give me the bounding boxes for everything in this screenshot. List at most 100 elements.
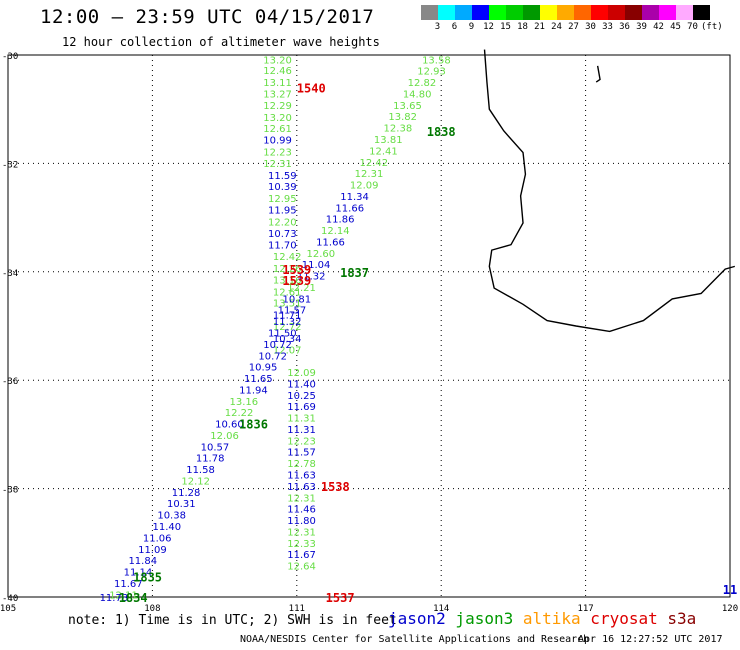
legend-label: 9: [468, 22, 475, 32]
satellite-s3a: s3a: [657, 609, 697, 628]
swh-value: 13.16: [273, 275, 302, 286]
lat-tick-label: -36: [2, 377, 18, 387]
lon-tick-label: 120: [722, 604, 738, 614]
swh-value: 11.86: [326, 215, 355, 226]
swh-value: 11.80: [287, 516, 316, 527]
legend-swatch: [523, 5, 540, 20]
swh-value: 11.46: [287, 505, 316, 516]
legend-swatch: [659, 5, 676, 20]
swh-value: 10.31: [167, 499, 196, 510]
lon-tick-label: 105: [0, 604, 16, 614]
pass-time-label: 1836: [239, 418, 268, 432]
swh-value: 11.67: [114, 579, 143, 590]
swh-value: 11.65: [244, 374, 273, 385]
legend-label: 30: [585, 22, 596, 32]
swh-value: 12.23: [287, 436, 316, 447]
pass-time-label: 1537: [326, 591, 355, 605]
swh-value: 12.31: [263, 159, 292, 170]
legend-swatch: [693, 5, 710, 20]
swh-value: 12.61: [263, 124, 292, 135]
footer-note: note: 1) Time is in UTC; 2) SWH is in fe…: [68, 613, 397, 628]
swh-value: 10.25: [287, 391, 316, 402]
swh-value: 11.31: [287, 425, 316, 436]
swh-value: 11.78: [196, 454, 225, 465]
legend-label: 24: [551, 22, 562, 32]
page-subtitle: 12 hour collection of altimeter wave hei…: [62, 35, 380, 49]
swh-value: 10.95: [249, 363, 278, 374]
pass-time-label: 1539: [282, 274, 311, 288]
swh-value: 13.82: [388, 112, 417, 123]
swh-value: 11.40: [287, 379, 316, 390]
swh-value: 12.64: [287, 562, 316, 573]
pass-time-label: 1539: [282, 263, 311, 277]
swh-value: 10.60: [215, 420, 244, 431]
swh-value: 12.42: [273, 252, 302, 263]
swh-value: 11.50: [268, 329, 297, 340]
legend-swatch: [557, 5, 574, 20]
swh-value: 12.41: [369, 146, 398, 157]
legend-label: 36: [619, 22, 630, 32]
generation-timestamp: Apr 16 12:27:52 UTC 2017: [578, 634, 723, 645]
pass-time-label: 1835: [133, 570, 162, 584]
lat-tick-label: -34: [2, 269, 18, 279]
swh-value: 12.09: [287, 368, 316, 379]
legend-label: 39: [636, 22, 647, 32]
legend-unit: (ft): [701, 22, 723, 32]
swh-value: 10.38: [157, 511, 186, 522]
swh-value: 12.31: [355, 169, 384, 180]
swh-value: 11.09: [138, 545, 167, 556]
swh-value: 11.66: [316, 237, 345, 248]
swh-value: 11.84: [128, 556, 157, 567]
swh-value: 11.14: [124, 568, 153, 579]
pass-time-label: 1540: [297, 82, 326, 96]
swh-value: 12.11: [109, 590, 138, 601]
satellite-cryosat: cryosat: [580, 609, 658, 628]
swh-value: 11.73: [100, 593, 129, 604]
swh-value: 12.95: [268, 194, 297, 205]
legend-label: 42: [653, 22, 664, 32]
lon-tick-label: 114: [433, 604, 449, 614]
swh-value: 12.31: [287, 527, 316, 538]
pass-time-label: 1834: [119, 591, 148, 605]
legend-label: 70: [687, 22, 698, 32]
swh-value: 11.58: [186, 465, 215, 476]
swh-value: 12.78: [287, 459, 316, 470]
swh-value: 10.34: [273, 334, 302, 345]
swh-value: 14.80: [403, 89, 432, 100]
swh-value: 10.39: [268, 182, 297, 193]
swh-value: 12.60: [307, 249, 336, 260]
swh-value: 10.72: [263, 340, 292, 351]
inland-lake: [595, 65, 601, 83]
pass-time-label: 1838: [427, 125, 456, 139]
legend-label: 27: [568, 22, 579, 32]
map-frame: [7, 54, 731, 598]
swh-value: 12.82: [408, 78, 437, 89]
swh-value: 11.40: [153, 522, 182, 533]
swh-value: 11.67: [287, 550, 316, 561]
swh-value: 11.34: [340, 192, 369, 203]
swh-value: 13.51: [273, 299, 302, 310]
swh-value: 12.12: [181, 476, 210, 487]
legend-label: 33: [602, 22, 613, 32]
swh-value: 11.63: [287, 471, 316, 482]
pass-time-label: 1538: [321, 480, 350, 494]
swh-value: 10.99: [263, 136, 292, 147]
swh-value: 12.07: [273, 345, 302, 356]
legend-swatch: [489, 5, 506, 20]
legend-swatch: [574, 5, 591, 20]
legend-label: 3: [434, 22, 441, 32]
page-title: 12:00 – 23:59 UTC 04/15/2017: [40, 6, 375, 28]
lon-tick-label: 117: [577, 604, 593, 614]
legend-swatch: [625, 5, 642, 20]
satellite-legend: jason2 jason3 altika cryosat s3a: [388, 609, 696, 628]
legend-swatch: [608, 5, 625, 20]
swh-value: 12.72: [273, 322, 302, 333]
lat-tick-label: -40: [2, 594, 18, 604]
legend-label: 21: [534, 22, 545, 32]
credit-line: NOAA/NESDIS Center for Satellite Applica…: [240, 634, 590, 645]
swh-value: 11.32: [273, 317, 302, 328]
legend-swatch: [591, 5, 608, 20]
legend-swatch: [455, 5, 472, 20]
swh-value: 13.20: [263, 55, 292, 66]
